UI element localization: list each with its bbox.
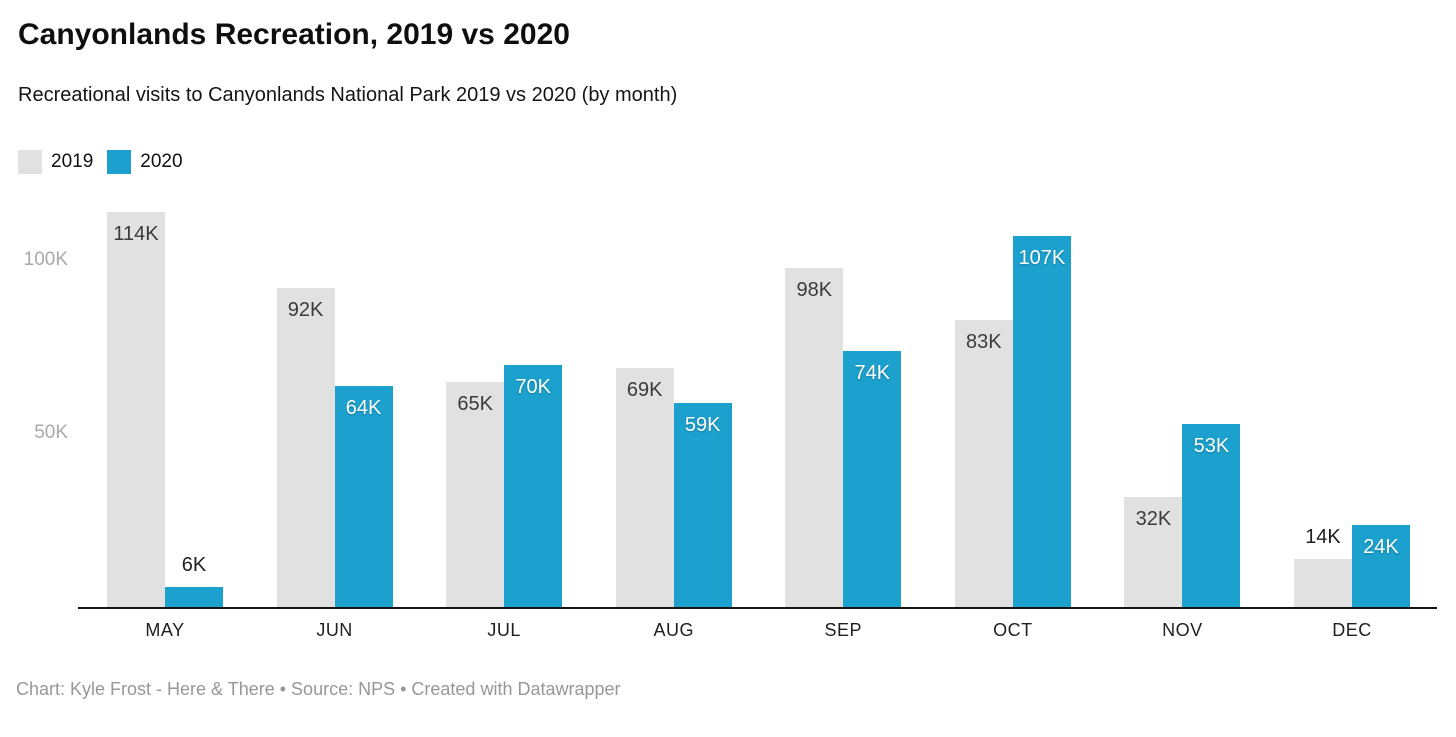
chart-attribution: Chart: Kyle Frost - Here & There • Sourc…	[16, 679, 621, 699]
bar-2020-dec	[1351, 524, 1410, 608]
legend-item-2019: 2019	[18, 150, 93, 174]
chart-title: Canyonlands Recreation, 2019 vs 2020	[18, 18, 570, 51]
bar-2019-nov	[1124, 496, 1183, 608]
bar-2019-oct	[954, 319, 1013, 608]
bar-value-label-2020-oct: 107K	[1018, 247, 1066, 270]
bar-2019-jun	[276, 288, 335, 608]
bar-value-label-2020-jun: 64K	[345, 396, 382, 419]
x-axis-tick-label: JUL	[487, 620, 521, 640]
chart-subtitle: Recreational visits to Canyonlands Natio…	[18, 84, 678, 106]
bar-value-label-2019-dec: 14K	[1305, 526, 1341, 549]
legend-item-2020: 2020	[107, 150, 183, 174]
legend-swatch-2019	[18, 150, 42, 174]
x-axis-tick-label: OCT	[993, 620, 1033, 640]
bar-2020-jun	[334, 385, 393, 608]
bar-value-label-2020-dec: 24K	[1363, 535, 1399, 558]
bar-value-label-2020-aug: 59K	[684, 414, 721, 437]
x-axis-tick-label: AUG	[653, 620, 694, 640]
bar-2020-aug	[673, 403, 732, 608]
bar-value-label-2020-jul: 70K	[515, 375, 551, 398]
bar-value-label-2020-nov: 53K	[1193, 434, 1230, 457]
x-axis-tick-label: SEP	[824, 620, 863, 640]
y-axis-tick-label: 100K	[23, 248, 68, 270]
y-axis-tick-label: 50K	[34, 422, 68, 444]
bar-value-label-2019-jul: 65K	[457, 393, 493, 416]
bar-value-label-2019-jun: 92K	[287, 299, 324, 322]
bar-2020-oct	[1012, 236, 1071, 608]
bar-value-label-2020-sep: 74K	[854, 361, 891, 384]
bar-2019-jul	[446, 382, 505, 608]
bar-value-label-2020-may: 6K	[181, 554, 207, 577]
x-axis-tick-label: JUN	[316, 620, 353, 640]
x-axis-line	[78, 607, 1437, 609]
bar-2019-aug	[615, 368, 674, 608]
legend-swatch-2020	[107, 150, 132, 174]
bar-value-label-2019-nov: 32K	[1135, 507, 1172, 530]
x-axis-tick-label: DEC	[1332, 620, 1372, 640]
bar-value-label-2019-oct: 83K	[966, 330, 1002, 353]
bar-value-label-2019-aug: 69K	[626, 379, 663, 402]
bar-value-label-2019-sep: 98K	[796, 278, 833, 301]
bar-2020-jul	[504, 364, 563, 608]
bar-2019-dec	[1293, 559, 1352, 608]
bar-2019-sep	[785, 267, 844, 608]
legend: 2019 2020	[18, 150, 183, 174]
bar-2020-nov	[1182, 423, 1241, 608]
legend-label-2019: 2019	[51, 151, 94, 172]
bar-2020-sep	[843, 350, 902, 608]
legend-label-2020: 2020	[140, 151, 183, 172]
x-axis-tick-label: MAY	[145, 620, 185, 640]
bar-2019-may	[107, 211, 165, 608]
x-axis-tick-label: NOV	[1162, 620, 1203, 640]
bar-value-label-2019-may: 114K	[113, 222, 159, 245]
bar-2020-may	[165, 587, 223, 608]
